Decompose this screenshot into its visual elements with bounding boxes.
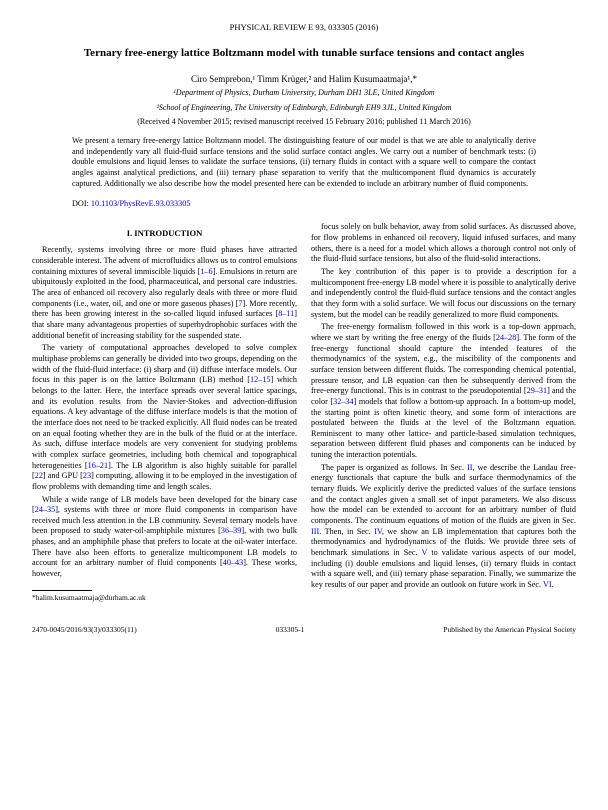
para-r4: The paper is organized as follows. In Se… (311, 463, 576, 591)
footer-left: 2470-0045/2016/93(3)/033305(11) (32, 625, 137, 634)
footnote-email: *halim.kusumaatmaja@durham.ac.uk (32, 593, 297, 603)
ref-22[interactable]: 22 (35, 471, 43, 480)
ref-24-28[interactable]: 24–28 (496, 333, 516, 342)
ref-12-15[interactable]: 12–15 (250, 375, 270, 384)
para-r2: The key contribution of this paper is to… (311, 267, 576, 320)
ref-36-39[interactable]: 36–39 (221, 526, 241, 535)
para-2: The variety of computational approaches … (32, 343, 297, 492)
para-1: Recently, systems involving three or mor… (32, 245, 297, 341)
abstract: We present a ternary free-energy lattice… (72, 136, 536, 189)
page-footer: 2470-0045/2016/93(3)/033305(11) 033305-1… (32, 621, 576, 634)
affiliation-2: ²School of Engineering, The University o… (32, 103, 576, 113)
sec-ref-iii[interactable]: III (311, 527, 319, 536)
affiliation-1: ¹Department of Physics, Durham Universit… (32, 88, 576, 98)
authors-line: Ciro Semprebon,¹ Timm Krüger,² and Halim… (32, 74, 576, 84)
ref-40-43[interactable]: 40–43 (223, 558, 243, 567)
ref-24-35[interactable]: 24–35 (35, 505, 55, 514)
sec-ref-vi[interactable]: VI (543, 580, 552, 589)
right-column: focus solely on bulk behavior, away from… (311, 222, 576, 604)
ref-29-31[interactable]: 29–31 (527, 386, 547, 395)
footer-center: 033305-1 (276, 625, 305, 634)
section-1-heading: I. INTRODUCTION (32, 228, 297, 239)
ref-16-21[interactable]: 16–21 (88, 461, 108, 470)
sec-ref-iv[interactable]: IV (374, 527, 382, 536)
ref-32-34[interactable]: 32–34 (333, 397, 353, 406)
paper-title: Ternary free-energy lattice Boltzmann mo… (32, 46, 576, 60)
footer-right: Published by the American Physical Socie… (443, 625, 576, 634)
paper-page: PHYSICAL REVIEW E 93, 033305 (2016) Tern… (0, 0, 608, 650)
para-r1: focus solely on bulk behavior, away from… (311, 222, 576, 265)
dates-line: (Received 4 November 2015; revised manus… (32, 117, 576, 126)
para-r3: The free-energy formalism followed in th… (311, 322, 576, 461)
body-columns: I. INTRODUCTION Recently, systems involv… (32, 222, 576, 604)
ref-1-6[interactable]: 1–6 (200, 267, 212, 276)
doi-link[interactable]: 10.1103/PhysRevE.93.033305 (91, 199, 191, 208)
ref-23[interactable]: 23 (83, 471, 91, 480)
doi-line: DOI: 10.1103/PhysRevE.93.033305 (72, 199, 536, 208)
para-3: While a wide range of LB models have bee… (32, 495, 297, 580)
left-column: I. INTRODUCTION Recently, systems involv… (32, 222, 297, 604)
ref-8-11[interactable]: 8–11 (278, 309, 294, 318)
doi-label: DOI: (72, 199, 91, 208)
journal-header: PHYSICAL REVIEW E 93, 033305 (2016) (32, 22, 576, 32)
footnote-separator (32, 590, 92, 591)
